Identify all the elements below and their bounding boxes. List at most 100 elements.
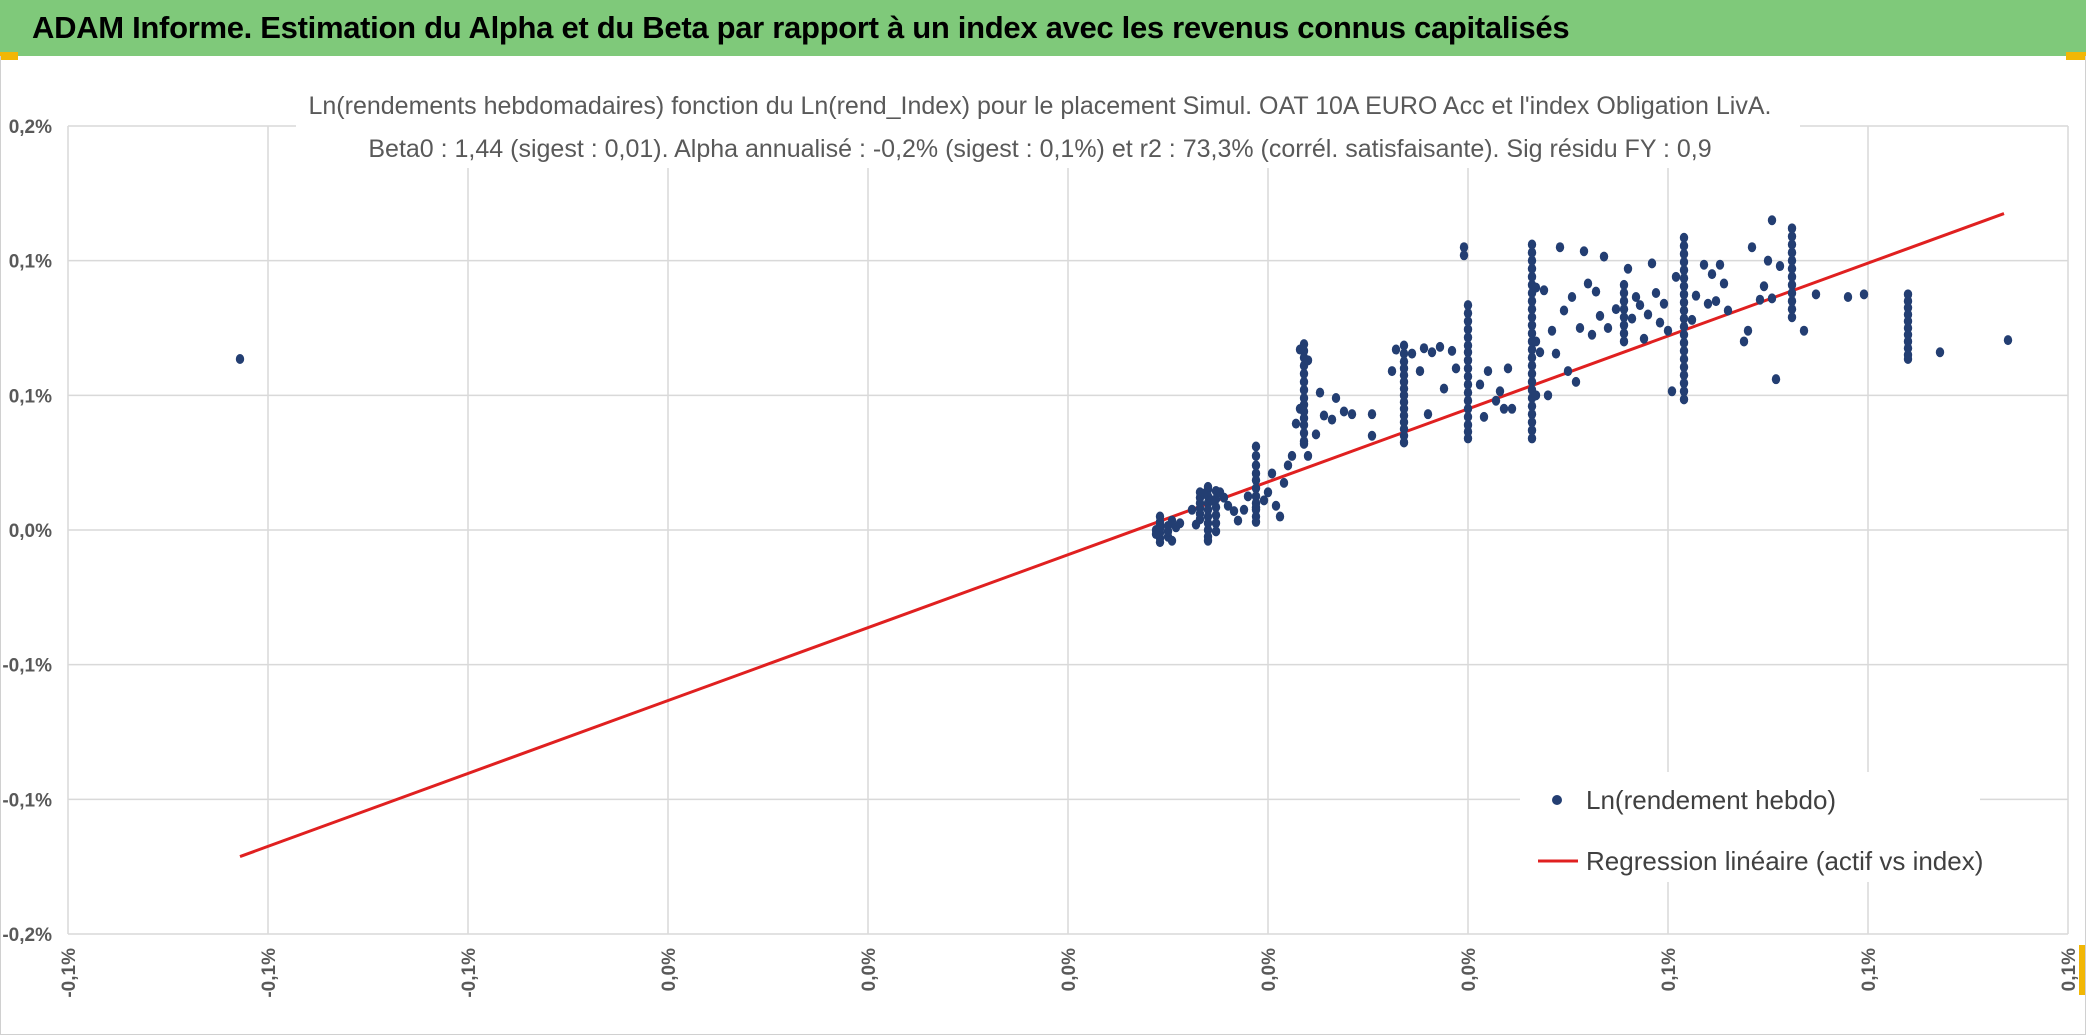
scatter-point — [1575, 323, 1585, 333]
scatter-point — [1551, 348, 1561, 359]
scatter-point — [1603, 323, 1613, 333]
scatter-point — [1659, 298, 1669, 309]
scatter-point — [1463, 387, 1473, 398]
scatter-point — [1187, 504, 1197, 515]
scatter-point — [1527, 271, 1537, 282]
scatter-point — [1407, 348, 1417, 359]
scatter-point — [1211, 510, 1221, 521]
scatter-point — [1531, 282, 1541, 293]
legend-label-regression: Regression linéaire (actif vs index) — [1586, 846, 1983, 876]
scatter-point — [1251, 468, 1261, 479]
scatter-point — [1229, 506, 1239, 517]
scatter-point — [1527, 255, 1537, 266]
scatter-point — [1679, 281, 1689, 292]
scatter-point — [1463, 300, 1473, 311]
scatter-point — [1251, 450, 1261, 461]
chart-title: Ln(rendements hebdomadaires) fonction du… — [309, 92, 1772, 120]
scatter-point — [1479, 411, 1489, 422]
scatter-point — [1463, 403, 1473, 414]
scatter-point — [1527, 328, 1537, 339]
scatter-point — [1463, 395, 1473, 406]
scatter-point — [1463, 379, 1473, 390]
scatter-point — [1699, 259, 1709, 270]
scatter-point — [1219, 492, 1229, 503]
scatter-point — [1599, 251, 1609, 262]
scatter-point — [1679, 345, 1689, 356]
scatter-point — [1687, 314, 1697, 325]
scatter-point — [1459, 242, 1469, 253]
y-tick-label: -0,2% — [2, 925, 52, 946]
scatter-point — [1527, 425, 1537, 436]
corner-accent-left — [0, 52, 18, 60]
scatter-point — [1619, 312, 1629, 323]
scatter-points — [235, 215, 2013, 548]
scatter-point — [1679, 240, 1689, 251]
scatter-point — [1299, 419, 1309, 430]
scatter-point — [1767, 215, 1777, 226]
scatter-point — [1679, 265, 1689, 276]
scatter-point — [1679, 248, 1689, 259]
y-tick-label: -0,1% — [2, 790, 52, 811]
scatter-point — [1527, 263, 1537, 274]
scatter-point — [1295, 344, 1305, 355]
scatter-point — [1211, 518, 1221, 529]
scatter-point — [1771, 374, 1781, 385]
scatter-point — [1415, 366, 1425, 377]
scatter-point — [1679, 337, 1689, 348]
scatter-point — [1463, 355, 1473, 366]
scatter-point — [1787, 223, 1797, 234]
legend-background — [1520, 772, 1980, 882]
scatter-point — [1903, 353, 1913, 364]
scatter-point — [1495, 386, 1505, 397]
x-tick-label: -0,1% — [459, 948, 480, 998]
scatter-point — [1763, 255, 1773, 266]
scatter-point — [1527, 296, 1537, 307]
scatter-point — [1451, 363, 1461, 374]
scatter-point — [1251, 516, 1261, 527]
scatter-point — [1399, 437, 1409, 448]
report-banner: ADAM Informe. Estimation du Alpha et du … — [0, 0, 2086, 56]
scatter-point — [1271, 500, 1281, 511]
scatter-point — [1463, 332, 1473, 343]
report-title: ADAM Informe. Estimation du Alpha et du … — [32, 10, 1570, 45]
x-tick-label: 0,1% — [2059, 948, 2080, 991]
scatter-point — [1259, 495, 1269, 506]
scatter-point — [1527, 239, 1537, 250]
scatter-point — [1527, 320, 1537, 331]
scatter-point — [1535, 347, 1545, 358]
scatter-point — [1655, 317, 1665, 328]
scatter-point — [1567, 292, 1577, 303]
scatter-point — [1299, 368, 1309, 379]
scatter-point — [1679, 386, 1689, 397]
scatter-point — [1507, 403, 1517, 414]
scatter-point — [1427, 347, 1437, 358]
scatter-point — [1543, 390, 1553, 401]
scatter-point — [1787, 287, 1797, 298]
scatter-point — [1759, 281, 1769, 292]
scatter-point — [1391, 344, 1401, 355]
scatter-point — [1583, 278, 1593, 289]
scatter-point — [1527, 417, 1537, 428]
scatter-point — [1527, 401, 1537, 412]
scatter-point — [1563, 366, 1573, 377]
scatter-point — [1287, 450, 1297, 461]
scatter-point — [1703, 298, 1713, 309]
scatter-point — [1463, 324, 1473, 335]
scatter-point — [1591, 286, 1601, 297]
scatter-point — [1311, 429, 1321, 440]
scatter-point — [1491, 395, 1501, 406]
scatter-point — [1175, 518, 1185, 529]
scatter-point — [1299, 428, 1309, 439]
scatter-point — [1679, 321, 1689, 332]
scatter-point — [1499, 403, 1509, 414]
scatter-point — [1527, 247, 1537, 258]
scatter-point — [1787, 296, 1797, 307]
scatter-point — [1251, 502, 1261, 513]
scatter-point — [1679, 305, 1689, 316]
scatter-point — [1679, 232, 1689, 243]
scatter-point — [1527, 360, 1537, 371]
scatter-point — [1367, 409, 1377, 420]
scatter-point — [1679, 289, 1689, 300]
scatter-point — [1619, 304, 1629, 315]
scatter-point — [1527, 312, 1537, 323]
